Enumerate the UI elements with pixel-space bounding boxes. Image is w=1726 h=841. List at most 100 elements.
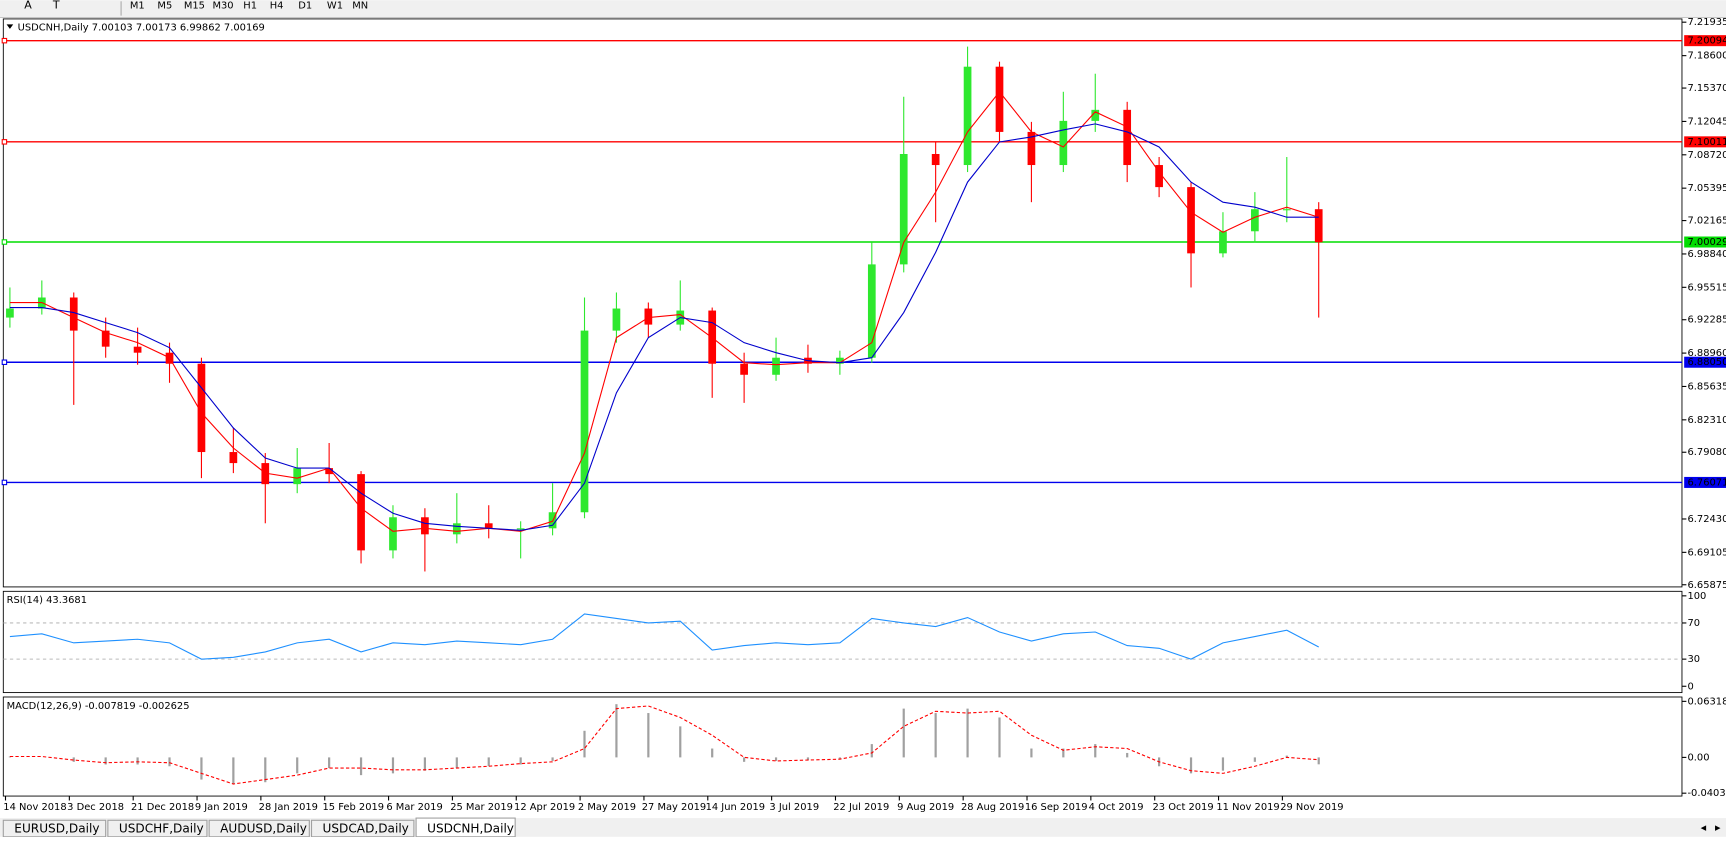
pane-title: USDCNH,Daily 7.00103 7.00173 6.99862 7.0… [18,23,265,34]
timeframe-button[interactable]: M5 [157,1,172,12]
line-handle[interactable] [1,479,8,486]
y-tick-label: 7.18600 [1687,51,1726,62]
chart-area [0,17,1726,819]
macd-bar [1189,757,1193,774]
y-tick-label: 6.88960 [1687,348,1726,359]
candle-body [899,153,908,265]
macd-bar [200,757,203,780]
price-label-bg [1684,236,1726,248]
line-handle[interactable] [1,359,8,365]
candle-body [484,523,493,529]
price-label: 6.76071 [1687,477,1726,488]
tab-label[interactable]: EURUSD,Daily [14,822,99,836]
candle-body [867,264,876,358]
macd-bar [966,708,969,758]
macd-bar [1126,752,1129,758]
y-tick-label: 7.05395 [1687,183,1726,194]
moving-average [9,123,1319,531]
candle-body [1187,187,1195,254]
price-label: 7.10011 [1687,137,1726,148]
macd-bar [615,704,618,758]
line-handle[interactable] [1,37,8,44]
candle-body [995,66,1004,132]
moving-average [9,90,1319,532]
timeframe-button[interactable]: D1 [298,1,312,12]
macd-bar [455,757,458,769]
x-tick-label: 27 May 2019 [642,802,707,813]
candle-body [612,308,621,331]
y-tick-label: 0 [1687,681,1693,692]
macd-bar [1062,748,1065,758]
tab-label[interactable]: USDCAD,Daily [323,822,409,836]
tab-label[interactable]: AUDUSD,Daily [220,822,307,836]
candle-body [6,308,14,318]
timeframe-button[interactable]: M15 [184,1,205,12]
candle-body [1251,209,1259,232]
x-tick-label: 22 Jul 2019 [833,802,889,813]
y-tick-label: 6.85635 [1687,381,1726,392]
macd-bar [391,757,395,774]
timeframe-button[interactable]: H1 [243,1,257,12]
x-tick-label: 21 Dec 2018 [131,802,194,813]
pane-frame [2,696,1683,797]
macd-bar [998,717,1001,758]
candle-body [389,517,397,551]
timeframe-button[interactable]: M1 [130,1,145,12]
line-handle[interactable] [1,239,8,245]
x-tick-label: 25 Mar 2019 [450,802,513,813]
pane-frame [2,590,1683,694]
timeframe-button[interactable]: MN [352,1,368,12]
macd-bar [519,757,522,765]
candle-body [197,363,206,453]
pane-title: MACD(12,26,9) -0.007819 -0.002625 [7,701,190,712]
macd-bar [232,757,235,785]
macd-bar [902,708,905,758]
price-label-bg [1684,35,1726,47]
price-label: 7.00029 [1687,237,1726,248]
x-tick-label: 2 May 2019 [578,802,636,813]
price-label-bg [1684,476,1726,488]
macd-bar [296,757,299,774]
candle-body [1219,231,1227,254]
tab-label[interactable]: USDCHF,Daily [119,822,204,836]
candle-body [836,357,844,364]
macd-bar [870,744,873,758]
y-tick-label: 6.82310 [1687,415,1726,426]
macd-bar [1317,757,1320,765]
tool-button[interactable]: T [52,0,60,12]
timeframe-button[interactable]: W1 [327,1,343,12]
y-tick-label: 6.95515 [1687,282,1726,293]
tab-label[interactable]: USDCNH,Daily [427,822,514,836]
x-tick-label: 3 Jul 2019 [769,802,819,813]
candle-body [1314,209,1323,243]
y-tick-label: 6.98840 [1687,249,1726,260]
price-label: 6.88050 [1687,357,1726,368]
macd-bar [136,757,139,765]
candle-body [1282,209,1291,211]
scroll-left[interactable]: ◂ [1701,821,1707,834]
pane-frame [2,18,1683,588]
candle-body [357,474,365,551]
candle-body [1123,109,1132,166]
macd-bar [487,757,490,767]
candle-body [69,297,78,331]
x-tick-label: 28 Aug 2019 [961,802,1024,813]
macd-bar [264,757,267,783]
y-tick-label: 7.21935 [1687,17,1726,28]
y-tick-label: 30 [1687,654,1700,665]
tool-button[interactable]: A [24,0,32,12]
x-tick-label: 12 Apr 2019 [514,802,575,813]
x-tick-label: 23 Oct 2019 [1153,802,1214,813]
x-tick-label: 9 Aug 2019 [897,802,954,813]
y-tick-label: 7.15370 [1687,83,1726,94]
scroll-right[interactable]: ▸ [1715,821,1721,834]
candle-body [229,452,238,464]
timeframe-button[interactable]: H4 [270,1,284,12]
x-tick-label: 14 Nov 2018 [3,802,66,813]
signal-line [9,705,1319,785]
timeframe-button[interactable]: M30 [212,1,233,12]
x-tick-label: 11 Nov 2019 [1216,802,1279,813]
price-label-bg [1684,356,1726,368]
line-handle[interactable] [1,139,8,145]
